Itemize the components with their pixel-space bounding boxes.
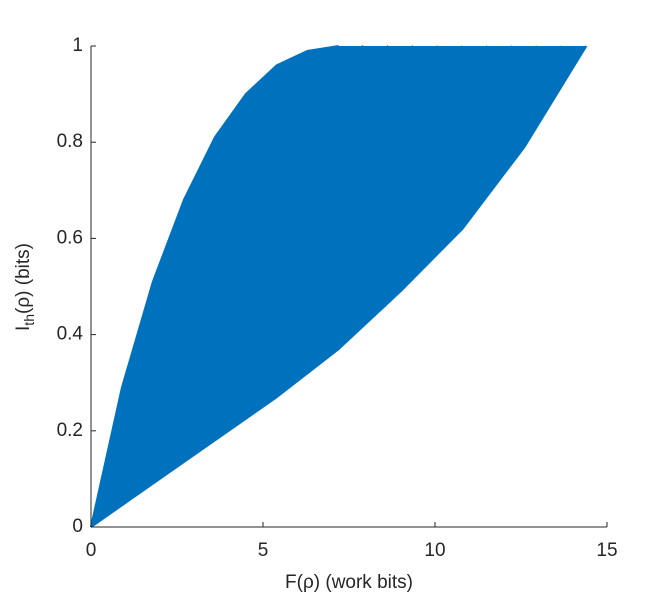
curve [90,45,389,528]
curve [90,45,513,528]
curve [90,45,538,528]
y-tick-label: 0.8 [57,131,83,152]
x-tick-label: 10 [424,540,445,561]
y-tick-label: 0.2 [57,420,83,441]
y-axis-label: Ith(ρ) (bits) [13,243,37,331]
y-label-sub: th [21,314,37,326]
y-label-main: I [13,326,34,331]
curve [90,45,414,528]
y-tick-label: 0.4 [57,324,84,345]
curve [90,45,439,528]
x-tick-label: 5 [258,540,269,561]
y-label-rest: (ρ) (bits) [13,243,34,314]
curve [90,45,464,528]
x-tick-label: 15 [596,540,617,561]
curve [90,45,489,528]
x-axis-label: F(ρ) (work bits) [285,572,413,593]
filled-region [91,46,587,527]
x-tick-label: 0 [86,540,97,561]
curve [90,45,563,528]
curve [90,45,364,528]
y-tick-label: 1 [72,35,83,56]
y-tick-label: 0.6 [57,227,83,248]
y-tick-label: 0 [72,516,83,537]
curve [90,45,339,528]
curve [90,45,588,528]
